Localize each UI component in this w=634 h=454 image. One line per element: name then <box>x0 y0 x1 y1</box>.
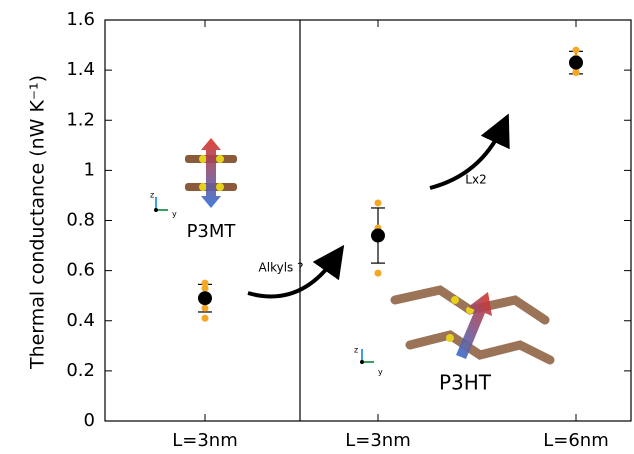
x-tick-label: L=6nm <box>543 430 609 451</box>
y-tick-label: 0.2 <box>66 360 95 381</box>
y-axis-label: Thermal conductance (nW K⁻¹) <box>27 75 49 370</box>
sample-point <box>202 305 209 312</box>
sample-point <box>202 280 209 287</box>
y-tick-label: 1 <box>84 159 95 180</box>
chart: Thermal conductance (nW K⁻¹) z y P3MT z … <box>0 0 634 454</box>
axis-icon-label: y <box>172 210 177 219</box>
y-tick-label: 0.8 <box>66 210 95 231</box>
axis-icon-label: z <box>150 191 154 200</box>
x-tick-label: L=3nm <box>172 430 238 451</box>
y-tick-label: 0.4 <box>66 310 95 331</box>
mean-point <box>569 56 583 70</box>
sample-point <box>375 270 382 277</box>
sample-point <box>375 199 382 206</box>
sample-point <box>202 315 209 322</box>
annotation: Alkyls ? <box>259 261 304 275</box>
y-tick-label: 0.6 <box>66 260 95 281</box>
annotation: P3HT <box>439 371 492 395</box>
x-tick-label: L=3nm <box>345 430 411 451</box>
axis-icon-label: y <box>378 368 383 377</box>
axis-icon: z y <box>150 191 177 219</box>
p3ht-molecule <box>395 290 550 360</box>
y-tick-label: 1.2 <box>66 109 95 130</box>
mean-point <box>371 229 385 243</box>
axis-icon-label: z <box>354 346 358 355</box>
y-tick-label: 1.4 <box>66 59 95 80</box>
sample-point <box>573 47 580 54</box>
y-tick-label: 1.6 <box>66 9 95 30</box>
mean-point <box>198 291 212 305</box>
y-tick-label: 0 <box>84 410 95 431</box>
annotation: P3MT <box>187 221 237 242</box>
p3mt-molecule <box>185 138 237 208</box>
annotation: Lx2 <box>465 173 486 187</box>
axis-icon: z y <box>354 346 383 377</box>
